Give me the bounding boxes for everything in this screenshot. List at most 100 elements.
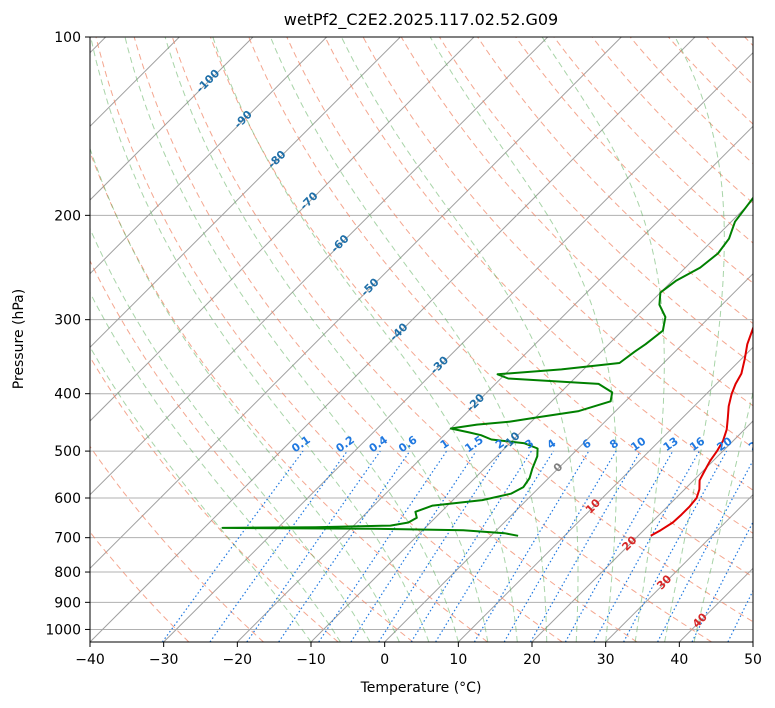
x-tick-label: −10 <box>296 652 326 668</box>
x-tick-label: 40 <box>670 652 688 668</box>
mixing-ratio-label: 0.4 <box>367 433 391 455</box>
plot-frame <box>89 36 754 643</box>
dry-adiabat-line <box>591 37 753 204</box>
chart-title: wetPf2_C2E2.2025.117.02.52.G09 <box>284 10 558 30</box>
dry-adiabat-line <box>362 37 753 449</box>
isotherm-label: -90 <box>232 108 255 131</box>
dry-adiabat-line <box>515 37 753 284</box>
isotherm-label: -70 <box>297 189 320 212</box>
mixing-ratio-label: 6 <box>580 437 594 452</box>
isotherm-label: -100 <box>194 67 223 96</box>
mixing-ratio-line <box>564 450 674 642</box>
dry-adiabat-line <box>90 445 264 642</box>
y-tick-label: 300 <box>54 313 81 329</box>
moist-adiabat-line <box>212 37 518 642</box>
isotherm-line <box>90 37 475 422</box>
dry-adiabat-line <box>248 37 753 578</box>
mixing-ratio-line <box>503 450 617 642</box>
isotherm-label: 10 <box>583 496 603 516</box>
dry-adiabat-line <box>400 37 753 407</box>
moist-adiabat-line <box>90 291 341 642</box>
isotherm-line <box>90 37 622 570</box>
y-tick-label: 400 <box>54 387 81 403</box>
moist-adiabat-line <box>664 37 725 642</box>
mixing-ratio-line <box>529 450 641 642</box>
isotherm-label: -20 <box>464 391 487 414</box>
x-axis-ticks: −40 −30 −20 −10 0 10 20 30 40 50 <box>75 642 762 668</box>
mixing-ratio-line <box>623 450 728 642</box>
isotherm-line <box>310 199 753 642</box>
dewpoint-line <box>221 196 753 537</box>
dry-adiabat-line <box>210 37 753 623</box>
y-axis-label: Pressure (hPa) <box>11 289 27 389</box>
y-tick-label: 700 <box>54 531 81 547</box>
mixing-ratio-line <box>378 450 503 642</box>
isotherm-line <box>678 567 753 642</box>
mixing-ratio-line <box>246 450 381 642</box>
isotherm-line <box>531 420 753 642</box>
y-tick-label: 900 <box>54 595 81 611</box>
profile-series <box>221 196 753 537</box>
mixing-ratio-label: 3 <box>522 437 536 452</box>
moist-adiabat-line <box>90 227 371 642</box>
x-axis-label: Temperature (°C) <box>360 680 482 696</box>
isotherm-line <box>90 37 696 642</box>
moist-adiabat-line <box>90 346 312 642</box>
moist-adiabat-line <box>429 37 617 642</box>
moist-adiabat-line <box>693 390 753 642</box>
dry-adiabat-line <box>668 37 753 125</box>
isotherm-label: -30 <box>428 353 451 376</box>
mixing-ratio-line <box>593 450 700 642</box>
isotherm-lines <box>90 37 753 642</box>
dry-adiabat-line <box>477 37 753 325</box>
mixing-ratio-line <box>209 450 348 642</box>
isotherm-line <box>384 272 753 642</box>
dry-adiabat-line <box>324 37 753 491</box>
moist-adiabat-line <box>164 37 489 642</box>
dry-adiabat-line <box>133 37 638 642</box>
dry-adiabat-line <box>553 37 753 244</box>
y-tick-label: 1000 <box>45 622 81 638</box>
dry-adiabat-line <box>629 37 753 165</box>
mixing-ratio-line <box>727 589 753 642</box>
mixing-ratio-label: 0.1 <box>289 433 312 455</box>
dry-adiabat-line <box>95 37 563 642</box>
pressure-gridlines <box>90 37 753 630</box>
isotherm-line <box>605 493 753 642</box>
y-tick-label: 200 <box>54 208 81 224</box>
x-tick-label: −20 <box>223 652 253 668</box>
mixing-ratio-lines <box>161 450 753 642</box>
isotherm-line <box>90 37 401 349</box>
isotherm-line <box>236 125 753 642</box>
x-tick-label: 0 <box>380 652 389 668</box>
x-tick-label: −40 <box>75 652 105 668</box>
mixing-ratio-line <box>410 450 532 642</box>
y-tick-label: 100 <box>54 30 81 46</box>
moist-adiabat-line <box>541 37 665 642</box>
mixing-ratio-label: 25 <box>746 435 766 454</box>
plot-area: -100-90-80-70-60-50-40-30-20-10010203040… <box>90 37 766 642</box>
mixing-ratio-label: 1 <box>438 437 452 452</box>
mixing-ratio-line <box>691 520 753 642</box>
isotherm-label: 0 <box>551 460 566 475</box>
y-tick-label: 600 <box>54 491 81 507</box>
moist-adiabat-line <box>124 37 459 642</box>
isotherm-line <box>457 346 753 642</box>
mixing-ratio-label: 8 <box>607 437 621 452</box>
dry-adiabat-line <box>90 356 339 642</box>
y-tick-label: 500 <box>54 444 81 460</box>
moist-adiabat-lines <box>90 37 753 642</box>
mixing-ratio-label: 4 <box>545 437 559 452</box>
moist-adiabat-line <box>90 37 430 642</box>
y-tick-label: 800 <box>54 565 81 581</box>
dry-adiabat-line <box>706 37 753 86</box>
x-tick-label: 50 <box>744 652 762 668</box>
isotherm-label: -60 <box>328 232 351 255</box>
mixing-ratio-line <box>278 450 411 642</box>
x-tick-label: 20 <box>523 652 541 668</box>
moist-adiabat-line <box>340 37 579 642</box>
dry-adiabat-line <box>90 531 190 642</box>
isotherm-line <box>90 37 254 201</box>
isotherm-label: 20 <box>619 533 639 553</box>
